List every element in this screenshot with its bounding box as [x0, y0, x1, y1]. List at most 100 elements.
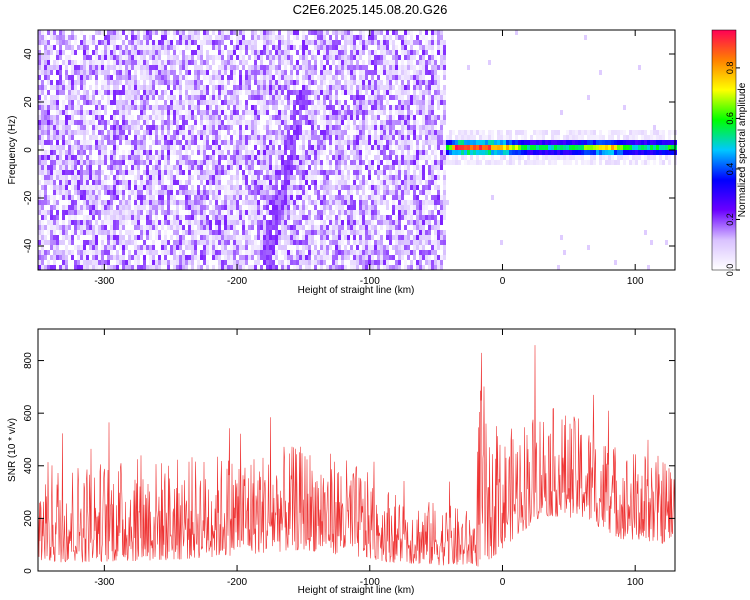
spectrogram-cell [335, 100, 338, 105]
spectrogram-cell [260, 210, 263, 215]
spectrogram-cell [47, 135, 50, 140]
spectrogram-cell [140, 140, 143, 145]
spectrogram-cell [359, 120, 362, 125]
spectrogram-cell [320, 45, 323, 50]
spectrogram-cell [404, 85, 407, 90]
spectrogram-cell [371, 225, 374, 230]
spectrogram-cell [248, 210, 251, 215]
spectrogram-cell [374, 145, 377, 150]
spectrogram-cell [266, 120, 269, 125]
spectrogram-cell [125, 260, 128, 265]
spectrogram-cell [308, 130, 311, 135]
spectrogram-cell [281, 130, 284, 135]
spectrogram-cell [353, 185, 356, 190]
spectrogram-cell [239, 85, 242, 90]
spectrogram-cell [83, 195, 86, 200]
spectrogram-cell [404, 155, 407, 160]
spectrogram-cell [227, 230, 230, 235]
spectrogram-cell [356, 260, 359, 265]
spectrogram-cell [383, 70, 386, 75]
spectrogram-cell [197, 90, 200, 95]
spectrogram-cell [335, 125, 338, 130]
spectrogram-cell [344, 200, 347, 205]
spectrogram-cell [50, 255, 53, 260]
spectrogram-cell [248, 120, 251, 125]
spectrogram-cell [383, 190, 386, 195]
spectrogram-cell [392, 70, 395, 75]
spectrogram-cell [248, 190, 251, 195]
spectrogram-cell [362, 230, 365, 235]
spectrogram-cell [395, 180, 398, 185]
spectrogram-cell [203, 135, 206, 140]
spectrogram-cell [206, 240, 209, 245]
spectrogram-cell [242, 180, 245, 185]
spectrogram-cell [95, 200, 98, 205]
spectrogram-cell [98, 105, 101, 110]
spectrogram-cell [287, 60, 290, 65]
spectrogram-cell [239, 135, 242, 140]
spectrogram-cell [89, 185, 92, 190]
spectrogram-cell [245, 60, 248, 65]
spectrogram-cell [287, 30, 290, 35]
spectrogram-cell [266, 235, 269, 240]
spectrogram-cell [71, 250, 74, 255]
spectrogram-cell [254, 40, 257, 45]
spectrogram-cell [95, 115, 98, 120]
spectrogram-cell [185, 35, 188, 40]
spectrogram-cell [356, 255, 359, 260]
spectrogram-cell [386, 140, 389, 145]
spectrogram-cell [404, 260, 407, 265]
spectrogram-cell [299, 105, 302, 110]
spectrogram-cell [344, 115, 347, 120]
spectrogram-cell [149, 220, 152, 225]
spectrogram-cell [89, 75, 92, 80]
spectrogram-cell [59, 85, 62, 90]
spectrogram-cell [257, 90, 260, 95]
spectrogram-cell [374, 115, 377, 120]
spectrogram-cell [194, 60, 197, 65]
spectrogram-cell [200, 115, 203, 120]
spectrogram-cell [398, 90, 401, 95]
spectrogram-cell [197, 210, 200, 215]
spectrogram-cell [110, 225, 113, 230]
spectrogram-cell [407, 40, 410, 45]
spectrogram-cell [131, 140, 134, 145]
spectrogram-cell [215, 75, 218, 80]
spectrogram-cell [122, 150, 125, 155]
spectrogram-cell [305, 205, 308, 210]
spectrogram-cell [104, 230, 107, 235]
spectrogram-cell [416, 195, 419, 200]
spectrogram-cell [281, 85, 284, 90]
spectrogram-cell [266, 65, 269, 70]
spectrogram-cell [146, 115, 149, 120]
spectrogram-cell [146, 105, 149, 110]
spectrogram-cell [77, 225, 80, 230]
spectrogram-cell [53, 135, 56, 140]
spectrogram-cell [263, 35, 266, 40]
spectrogram-cell [407, 115, 410, 120]
spectrogram-cell [149, 30, 152, 35]
spectrogram-cell [101, 55, 104, 60]
spectrogram-cell [236, 200, 239, 205]
spectrogram-cell [311, 115, 314, 120]
spectrogram-cell [374, 250, 377, 255]
spectrogram-cell [407, 170, 410, 175]
spectrogram-cell [152, 50, 155, 55]
spectrogram-cell [194, 70, 197, 75]
spectrogram-cell [38, 70, 41, 75]
spectrogram-cell [257, 235, 260, 240]
spectrogram-cell [392, 65, 395, 70]
spectrogram-cell [368, 230, 371, 235]
spectrogram-cell [197, 105, 200, 110]
spectrogram-cell [176, 60, 179, 65]
spectrogram-cell [350, 35, 353, 40]
spectrogram-cell [212, 70, 215, 75]
spectrogram-cell [224, 190, 227, 195]
spectrogram-cell [116, 80, 119, 85]
spectrogram-cell [317, 260, 320, 265]
spectrogram-cell [221, 165, 224, 170]
spectrogram-cell [335, 95, 338, 100]
spectrogram-cell [143, 110, 146, 115]
spectrogram-cell [230, 40, 233, 45]
spectrogram-cell [365, 165, 368, 170]
